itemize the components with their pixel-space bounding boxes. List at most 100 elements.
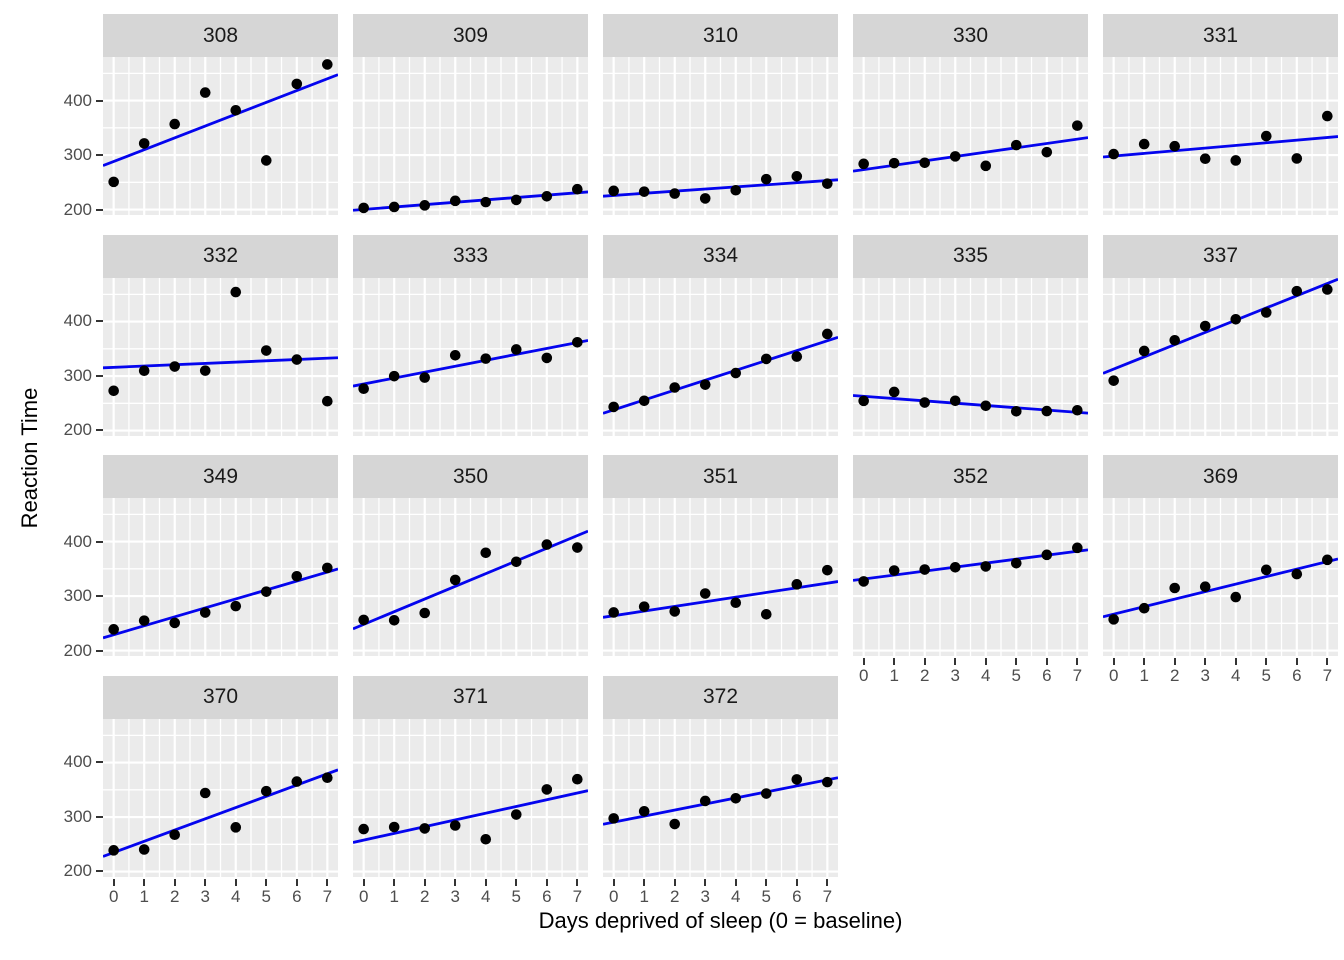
data-point bbox=[1108, 148, 1119, 160]
data-point bbox=[260, 586, 272, 597]
data-point bbox=[822, 178, 833, 189]
data-point bbox=[1260, 306, 1272, 318]
lm-fit-line bbox=[353, 788, 588, 844]
facet-panel bbox=[103, 498, 338, 656]
x-tick-label: 4 bbox=[231, 886, 241, 906]
data-point bbox=[419, 822, 431, 834]
x-tick-label: 3 bbox=[700, 886, 710, 906]
data-point bbox=[230, 104, 242, 116]
facet-label: 371 bbox=[452, 685, 489, 708]
data-point bbox=[358, 823, 369, 834]
data-point bbox=[541, 539, 553, 550]
y-tick-label: 200 bbox=[63, 861, 92, 881]
data-point bbox=[572, 542, 583, 553]
facet-strip: 350 bbox=[353, 455, 588, 498]
y-tick-mark bbox=[96, 374, 103, 377]
data-point bbox=[730, 184, 742, 196]
facet-panel bbox=[103, 57, 338, 215]
facet-strip: 371 bbox=[353, 675, 588, 719]
x-tick-label: 1 bbox=[889, 666, 899, 685]
x-tick-label: 1 bbox=[1139, 666, 1149, 685]
data-point bbox=[638, 186, 650, 197]
data-point bbox=[169, 360, 181, 372]
data-point bbox=[638, 805, 650, 817]
data-point bbox=[291, 78, 303, 90]
y-tick-label: 300 bbox=[63, 586, 92, 606]
facet-strip: 333 bbox=[353, 234, 588, 278]
facet-panel bbox=[603, 277, 838, 436]
data-point bbox=[230, 286, 242, 297]
x-tick-mark bbox=[826, 878, 829, 886]
x-tick-label: 2 bbox=[1169, 666, 1180, 685]
data-point bbox=[1072, 404, 1083, 416]
data-point bbox=[1010, 139, 1022, 151]
data-point bbox=[169, 118, 181, 130]
data-point bbox=[760, 787, 772, 799]
data-point bbox=[449, 574, 461, 586]
data-point bbox=[608, 812, 619, 824]
x-tick-mark bbox=[295, 878, 298, 886]
data-point bbox=[260, 344, 272, 356]
data-point bbox=[791, 773, 803, 785]
data-point bbox=[760, 173, 772, 185]
data-point bbox=[260, 155, 272, 166]
x-tick-mark bbox=[326, 878, 329, 886]
x-tick-label: 5 bbox=[1261, 666, 1271, 685]
data-point bbox=[510, 808, 522, 820]
x-tick-label: 2 bbox=[669, 886, 680, 906]
data-point bbox=[669, 606, 681, 617]
data-point bbox=[1199, 581, 1211, 592]
data-point bbox=[858, 395, 869, 406]
y-tick-mark bbox=[96, 99, 103, 102]
y-tick-mark bbox=[96, 208, 103, 211]
data-point bbox=[858, 158, 869, 170]
x-tick-label: 6 bbox=[792, 886, 802, 906]
facet-strip: 308 bbox=[103, 14, 338, 57]
x-tick-label: 7 bbox=[322, 886, 333, 906]
data-point bbox=[388, 821, 400, 832]
x-tick-label: 5 bbox=[1011, 666, 1021, 685]
y-tick-mark bbox=[96, 870, 103, 873]
x-tick-mark bbox=[515, 878, 518, 886]
facet-strip: 372 bbox=[603, 675, 838, 719]
data-point bbox=[669, 818, 681, 829]
facet-label: 310 bbox=[702, 23, 739, 47]
x-tick-label: 3 bbox=[950, 666, 960, 685]
data-point bbox=[169, 617, 181, 629]
x-tick-label: 3 bbox=[200, 886, 210, 906]
x-tick-label: 0 bbox=[108, 886, 119, 906]
facet-335: 335 bbox=[853, 234, 1088, 436]
x-tick-label: 7 bbox=[572, 886, 583, 906]
data-point bbox=[199, 364, 211, 376]
x-tick-mark bbox=[954, 658, 957, 665]
x-tick-label: 4 bbox=[1231, 666, 1241, 685]
data-point bbox=[291, 353, 303, 365]
x-tick-mark bbox=[362, 878, 365, 886]
facet-panel bbox=[1103, 57, 1338, 215]
x-tick-label: 0 bbox=[1108, 666, 1119, 685]
facet-strip: 330 bbox=[853, 14, 1088, 57]
data-point bbox=[608, 401, 619, 412]
data-point bbox=[291, 571, 303, 582]
x-tick-label: 1 bbox=[639, 886, 649, 906]
data-point bbox=[919, 564, 931, 575]
x-tick-mark bbox=[545, 878, 548, 886]
x-tick-mark bbox=[765, 878, 768, 886]
data-point bbox=[1230, 313, 1242, 325]
y-tick-mark bbox=[96, 595, 103, 598]
data-point bbox=[822, 776, 833, 787]
data-point bbox=[358, 382, 369, 394]
facet-panel bbox=[353, 498, 588, 656]
x-tick-label: 2 bbox=[419, 886, 430, 906]
x-tick-mark bbox=[1045, 658, 1048, 665]
data-point bbox=[322, 562, 333, 574]
data-point bbox=[322, 59, 333, 70]
data-point bbox=[980, 561, 992, 572]
x-tick-label: 2 bbox=[169, 886, 180, 906]
data-point bbox=[980, 399, 992, 411]
data-point bbox=[230, 821, 242, 833]
x-tick-mark bbox=[795, 878, 798, 886]
data-point bbox=[1322, 283, 1333, 295]
data-point bbox=[572, 336, 583, 348]
